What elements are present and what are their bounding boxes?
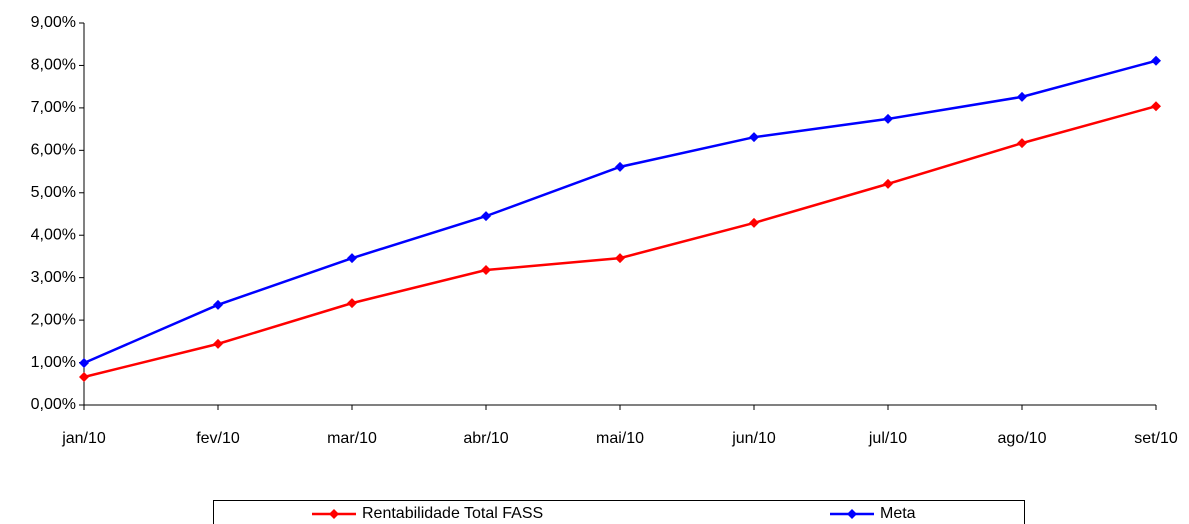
y-tick-label: 8,00% bbox=[31, 57, 76, 74]
legend-marker bbox=[847, 509, 857, 519]
legend-marker bbox=[329, 509, 339, 519]
x-tick-label: mar/10 bbox=[327, 430, 377, 447]
point bbox=[883, 178, 893, 189]
y-tick-label: 0,00% bbox=[31, 396, 76, 413]
x-tick-label: jul/10 bbox=[868, 430, 907, 447]
y-tick-label: 2,00% bbox=[31, 311, 76, 328]
y-tick-label: 3,00% bbox=[31, 269, 76, 286]
point bbox=[1017, 138, 1027, 149]
x-tick-label: jun/10 bbox=[731, 430, 776, 447]
point bbox=[347, 253, 357, 264]
point bbox=[749, 132, 759, 143]
point bbox=[79, 357, 89, 368]
series-line bbox=[83, 59, 1157, 365]
x-tick-label: set/10 bbox=[1134, 430, 1178, 447]
point bbox=[615, 253, 625, 264]
y-tick-label: 9,00% bbox=[31, 14, 76, 31]
series-line bbox=[83, 104, 1157, 379]
point bbox=[1017, 91, 1027, 102]
y-tick-label: 7,00% bbox=[31, 99, 76, 116]
point bbox=[213, 299, 223, 310]
point bbox=[481, 211, 491, 222]
legend-label: Meta bbox=[880, 505, 916, 522]
x-tick-label: jan/10 bbox=[61, 430, 106, 447]
point bbox=[1151, 55, 1161, 66]
point bbox=[213, 338, 223, 349]
legend-box bbox=[213, 500, 1025, 524]
point bbox=[615, 161, 625, 172]
point bbox=[347, 298, 357, 309]
legend-label: Rentabilidade Total FASS bbox=[362, 505, 543, 522]
y-tick-label: 6,00% bbox=[31, 142, 76, 159]
x-tick-label: fev/10 bbox=[196, 430, 240, 447]
point bbox=[883, 113, 893, 124]
point bbox=[481, 265, 491, 276]
y-tick-label: 5,00% bbox=[31, 184, 76, 201]
point bbox=[1151, 101, 1161, 112]
y-tick-label: 4,00% bbox=[31, 226, 76, 243]
point bbox=[79, 371, 89, 382]
x-tick-label: ago/10 bbox=[998, 430, 1047, 447]
x-tick-label: mai/10 bbox=[596, 430, 644, 447]
y-tick-label: 1,00% bbox=[31, 354, 76, 371]
x-tick-label: abr/10 bbox=[463, 430, 508, 447]
point bbox=[749, 217, 759, 228]
